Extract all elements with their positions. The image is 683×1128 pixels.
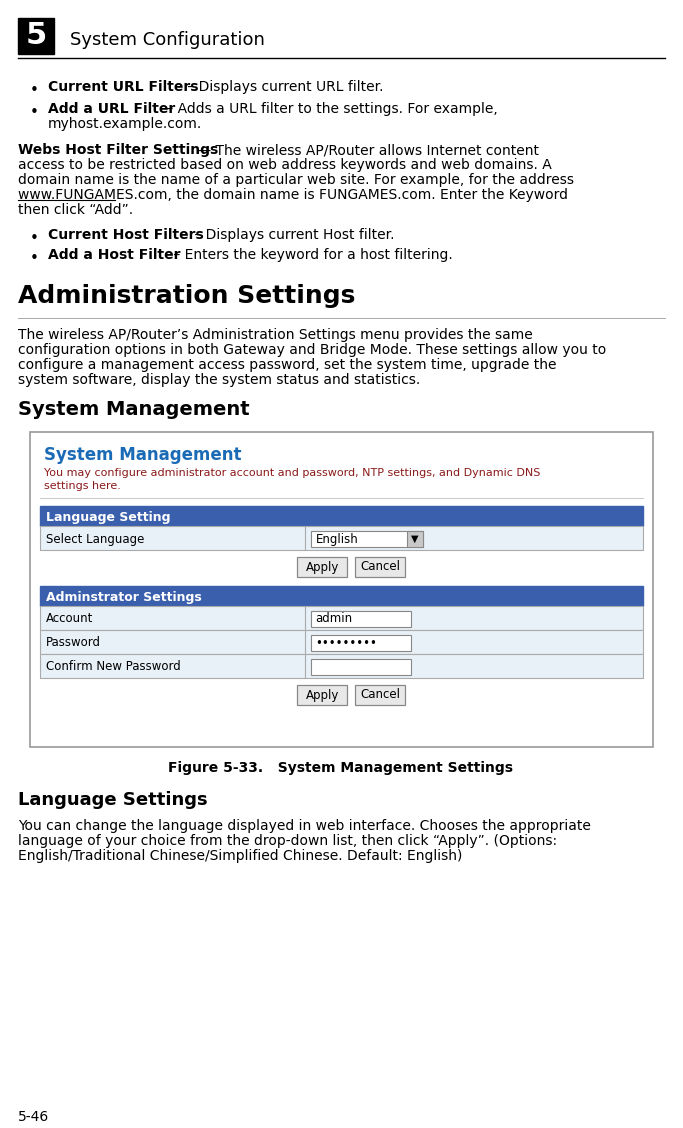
Bar xyxy=(30,432,653,747)
Text: Adminstrator Settings: Adminstrator Settings xyxy=(46,590,201,603)
Bar xyxy=(18,18,54,54)
Text: System Management: System Management xyxy=(44,446,242,464)
Text: system software, display the system status and statistics.: system software, display the system stat… xyxy=(18,373,420,387)
Text: Cancel: Cancel xyxy=(361,561,400,573)
Text: Confirm New Password: Confirm New Password xyxy=(46,661,181,673)
Text: ▼: ▼ xyxy=(411,534,419,544)
Text: access to be restricted based on web address keywords and web domains. A: access to be restricted based on web add… xyxy=(18,158,552,171)
Text: myhost.example.com.: myhost.example.com. xyxy=(48,117,202,131)
Text: You may configure administrator account and password, NTP settings, and Dynamic : You may configure administrator account … xyxy=(44,468,540,478)
Text: domain name is the name of a particular web site. For example, for the address: domain name is the name of a particular … xyxy=(18,173,574,187)
Bar xyxy=(40,506,643,526)
Bar xyxy=(311,635,411,651)
Text: Apply: Apply xyxy=(305,688,339,702)
Text: – Enters the keyword for a host filtering.: – Enters the keyword for a host filterin… xyxy=(169,248,452,262)
Text: The wireless AP/Router’s Administration Settings menu provides the same: The wireless AP/Router’s Administration … xyxy=(18,328,533,342)
Text: configure a management access password, set the system time, upgrade the: configure a management access password, … xyxy=(18,358,557,372)
Text: Select Language: Select Language xyxy=(46,532,144,546)
Text: System Management: System Management xyxy=(18,400,249,418)
Text: You can change the language displayed in web interface. Chooses the appropriate: You can change the language displayed in… xyxy=(18,819,591,832)
Bar xyxy=(297,557,348,578)
Text: Apply: Apply xyxy=(305,561,339,573)
Text: •: • xyxy=(30,231,39,246)
Text: •: • xyxy=(30,105,39,120)
Bar xyxy=(40,631,643,654)
Text: www.FUNGAMES.com, the domain name is FUNGAMES.com. Enter the Keyword: www.FUNGAMES.com, the domain name is FUN… xyxy=(18,188,568,202)
Text: Current Host Filters: Current Host Filters xyxy=(48,228,204,243)
Text: •: • xyxy=(30,252,39,266)
Bar xyxy=(40,587,643,606)
Text: – Adds a URL filter to the settings. For example,: – Adds a URL filter to the settings. For… xyxy=(162,102,497,116)
Text: configuration options in both Gateway and Bridge Mode. These settings allow you : configuration options in both Gateway an… xyxy=(18,343,607,356)
Bar xyxy=(355,557,405,578)
Text: — The wireless AP/Router allows Internet content: — The wireless AP/Router allows Internet… xyxy=(193,143,539,157)
Text: 5: 5 xyxy=(25,21,46,51)
Bar xyxy=(311,659,411,675)
Text: settings here.: settings here. xyxy=(44,481,121,491)
Text: Password: Password xyxy=(46,636,101,650)
Text: Account: Account xyxy=(46,613,94,626)
Text: – Displays current Host filter.: – Displays current Host filter. xyxy=(190,228,395,243)
Text: admin: admin xyxy=(316,613,352,626)
Text: System Configuration: System Configuration xyxy=(70,30,265,49)
Text: Current URL Filters: Current URL Filters xyxy=(48,80,199,94)
Text: 5-46: 5-46 xyxy=(18,1110,49,1123)
Text: •••••••••: ••••••••• xyxy=(316,636,377,650)
Text: •: • xyxy=(30,83,39,98)
Text: Add a Host Filter: Add a Host Filter xyxy=(48,248,180,262)
Text: Language Settings: Language Settings xyxy=(18,791,208,809)
Bar xyxy=(40,606,643,631)
Text: – Displays current URL filter.: – Displays current URL filter. xyxy=(183,80,383,94)
Bar xyxy=(311,611,411,627)
Text: English/Traditional Chinese/Simplified Chinese. Default: English): English/Traditional Chinese/Simplified C… xyxy=(18,849,462,863)
Text: English: English xyxy=(316,532,359,546)
Text: Figure 5-33.   System Management Settings: Figure 5-33. System Management Settings xyxy=(169,761,514,775)
Bar xyxy=(40,526,643,550)
Bar xyxy=(40,654,643,678)
Bar xyxy=(355,685,405,705)
Bar xyxy=(297,685,348,705)
Bar xyxy=(407,531,423,547)
Text: Administration Settings: Administration Settings xyxy=(18,284,355,308)
Text: then click “Add”.: then click “Add”. xyxy=(18,203,133,217)
Text: Webs Host Filter Settings: Webs Host Filter Settings xyxy=(18,143,219,157)
Text: Add a URL Filter: Add a URL Filter xyxy=(48,102,176,116)
Bar xyxy=(311,531,423,547)
Text: Language Setting: Language Setting xyxy=(46,511,171,523)
Text: Cancel: Cancel xyxy=(361,688,400,702)
Text: language of your choice from the drop-down list, then click “Apply”. (Options:: language of your choice from the drop-do… xyxy=(18,834,557,848)
